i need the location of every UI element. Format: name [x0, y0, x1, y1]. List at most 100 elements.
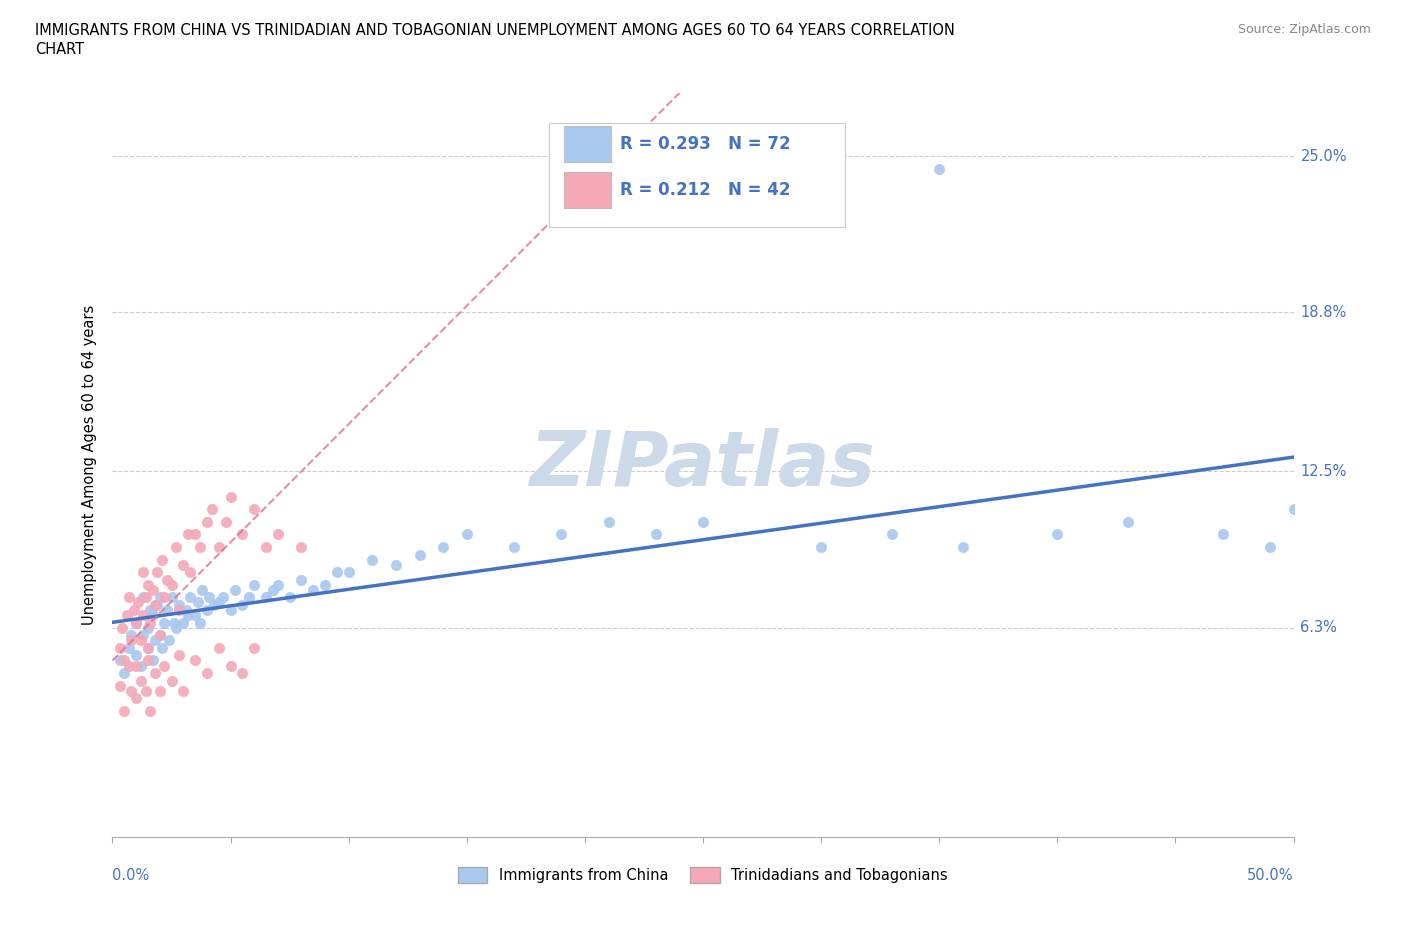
- Point: [129, 673, 152, 688]
- Point: [267, 527, 290, 542]
- Point: [139, 703, 162, 718]
- Point: [129, 632, 152, 647]
- Point: [108, 653, 131, 668]
- Point: [215, 514, 238, 529]
- Point: [219, 489, 242, 504]
- Point: [361, 552, 384, 567]
- Text: ZIPatlas: ZIPatlas: [530, 428, 876, 502]
- Point: [165, 539, 187, 554]
- Point: [118, 590, 141, 604]
- Text: Source: ZipAtlas.com: Source: ZipAtlas.com: [1237, 23, 1371, 36]
- Point: [202, 598, 225, 613]
- Point: [290, 572, 312, 587]
- Text: R = 0.212   N = 42: R = 0.212 N = 42: [620, 181, 790, 199]
- Point: [314, 578, 336, 592]
- Point: [146, 565, 169, 579]
- Point: [160, 673, 183, 688]
- Point: [172, 684, 194, 698]
- Point: [125, 691, 148, 706]
- Point: [172, 557, 194, 572]
- Point: [149, 684, 172, 698]
- Point: [337, 565, 360, 579]
- Point: [456, 527, 478, 542]
- Point: [254, 590, 277, 604]
- Legend: Immigrants from China, Trinidadians and Tobagonians: Immigrants from China, Trinidadians and …: [453, 861, 953, 889]
- Point: [132, 565, 155, 579]
- Point: [326, 565, 349, 579]
- Point: [172, 615, 194, 630]
- Point: [136, 578, 159, 592]
- Text: IMMIGRANTS FROM CHINA VS TRINIDADIAN AND TOBAGONIAN UNEMPLOYMENT AMONG AGES 60 T: IMMIGRANTS FROM CHINA VS TRINIDADIAN AND…: [35, 23, 955, 38]
- Point: [177, 527, 200, 542]
- Point: [135, 590, 157, 604]
- Point: [184, 607, 207, 622]
- Point: [179, 590, 201, 604]
- Point: [952, 539, 974, 554]
- Point: [143, 632, 166, 647]
- Point: [160, 578, 183, 592]
- Y-axis label: Unemployment Among Ages 60 to 64 years: Unemployment Among Ages 60 to 64 years: [82, 305, 97, 625]
- Point: [810, 539, 832, 554]
- Point: [136, 641, 159, 656]
- Point: [153, 615, 176, 630]
- Point: [1258, 539, 1281, 554]
- Point: [254, 539, 277, 554]
- Point: [201, 501, 224, 516]
- Point: [432, 539, 454, 554]
- Point: [142, 607, 165, 622]
- Point: [112, 703, 135, 718]
- Point: [156, 572, 179, 587]
- Point: [598, 514, 620, 529]
- FancyBboxPatch shape: [564, 126, 610, 163]
- Point: [243, 501, 266, 516]
- Point: [136, 641, 159, 656]
- Text: 0.0%: 0.0%: [112, 868, 149, 883]
- Point: [142, 653, 165, 668]
- Text: 50.0%: 50.0%: [1247, 868, 1294, 883]
- Point: [125, 615, 148, 630]
- Point: [1212, 527, 1234, 542]
- Point: [1046, 527, 1069, 542]
- FancyBboxPatch shape: [564, 172, 610, 208]
- Point: [132, 590, 155, 604]
- Point: [186, 595, 208, 610]
- Point: [208, 595, 231, 610]
- Point: [188, 615, 211, 630]
- Point: [142, 582, 165, 597]
- Point: [139, 603, 162, 618]
- Point: [302, 582, 325, 597]
- Point: [184, 653, 207, 668]
- Point: [135, 684, 157, 698]
- Point: [880, 527, 903, 542]
- Point: [136, 653, 159, 668]
- Text: R = 0.293   N = 72: R = 0.293 N = 72: [620, 135, 792, 153]
- Point: [118, 641, 141, 656]
- Point: [157, 632, 180, 647]
- Point: [195, 666, 218, 681]
- Point: [195, 514, 218, 529]
- Point: [149, 628, 172, 643]
- Point: [165, 620, 187, 635]
- Point: [644, 527, 666, 542]
- FancyBboxPatch shape: [550, 123, 845, 227]
- Text: 18.8%: 18.8%: [1301, 305, 1347, 320]
- Point: [188, 539, 211, 554]
- Point: [108, 641, 131, 656]
- Point: [198, 590, 221, 604]
- Text: CHART: CHART: [35, 42, 84, 57]
- Point: [191, 582, 214, 597]
- Point: [150, 641, 173, 656]
- Point: [163, 615, 186, 630]
- Point: [692, 514, 714, 529]
- Point: [219, 603, 242, 618]
- Text: 25.0%: 25.0%: [1301, 149, 1347, 164]
- Point: [179, 565, 201, 579]
- Point: [184, 527, 207, 542]
- Point: [224, 582, 246, 597]
- Point: [278, 590, 301, 604]
- Point: [129, 658, 152, 673]
- Point: [231, 598, 253, 613]
- Point: [150, 552, 173, 567]
- Point: [928, 161, 950, 176]
- Point: [132, 607, 155, 622]
